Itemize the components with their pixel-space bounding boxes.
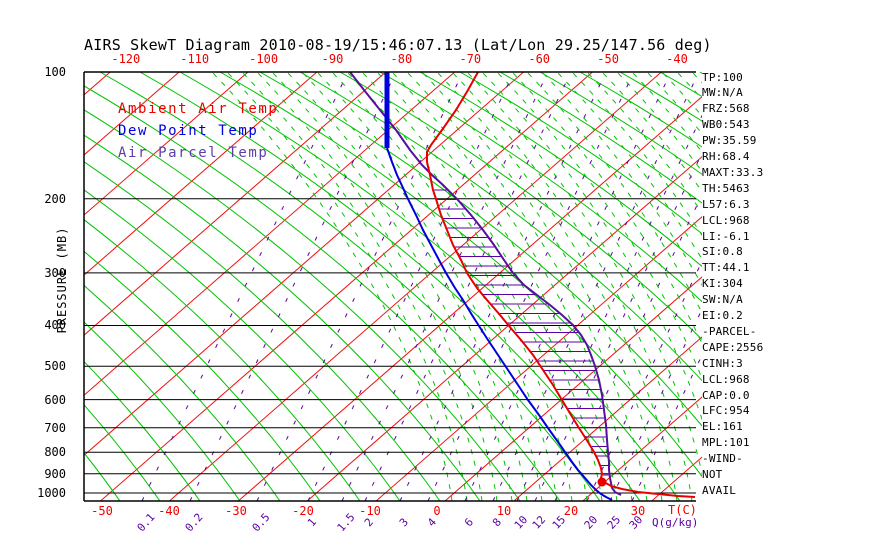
stats-item: KI:304 <box>702 277 743 291</box>
legend-item: Air Parcel Temp <box>118 145 269 161</box>
bottom-temp-tick-label: -30 <box>225 504 247 518</box>
stats-item: LFC:954 <box>702 404 750 418</box>
stats-item: SI:0.8 <box>702 245 743 259</box>
top-temp-tick-label: -60 <box>528 52 551 66</box>
top-temp-tick-label: -40 <box>666 52 688 66</box>
stats-item: RH:68.4 <box>702 150 750 163</box>
stats-item: AVAIL <box>702 483 737 497</box>
stats-item: PW:35.59 <box>702 134 757 148</box>
pressure-tick-label: 700 <box>44 420 66 435</box>
legend-item: Dew Point Temp <box>118 123 259 139</box>
stats-item: CAP:0.0 <box>702 388 750 402</box>
page-title: AIRS SkewT Diagram 2010-08-19/15:46:07.1… <box>84 36 712 54</box>
stats-item: L57:6.3 <box>702 197 750 211</box>
stats-item: MPL:101 <box>702 436 750 450</box>
stats-item: TT:44.1 <box>702 261 750 275</box>
bottom-temp-tick-label: -40 <box>158 504 180 518</box>
stats-item: FRZ:568 <box>702 102 750 116</box>
top-temp-tick-label: -120 <box>111 52 141 66</box>
mixing-unit-label: Q(g/kg) <box>652 516 699 529</box>
stats-item: -PARCEL- <box>702 324 757 338</box>
pressure-tick-label: 800 <box>44 445 66 460</box>
pressure-tick-label: 600 <box>44 392 66 407</box>
pressure-axis-label: PRESSURE (MB) <box>55 226 69 334</box>
top-temp-tick-label: -100 <box>249 52 279 66</box>
pressure-tick-label: 400 <box>44 318 66 333</box>
top-temp-tick-label: -50 <box>597 52 619 66</box>
pressure-tick-label: 100 <box>44 65 66 79</box>
pressure-tick-label: 200 <box>44 191 66 206</box>
top-temp-tick-label: -90 <box>321 52 344 66</box>
stats-item: WB0:543 <box>702 118 750 132</box>
top-temp-tick-label: -80 <box>390 52 413 66</box>
bottom-temp-tick-label: -20 <box>292 504 314 518</box>
bottom-temp-tick-label: 10 <box>496 504 512 518</box>
pressure-tick-label: 1000 <box>37 486 66 500</box>
stats-item: NOT <box>702 468 723 481</box>
stats-item: CAPE:2556 <box>702 340 764 354</box>
bottom-temp-tick-label: 0 <box>433 504 441 518</box>
stats-item: SW:N/A <box>702 293 743 307</box>
stats-item: MW:N/A <box>702 86 743 100</box>
top-temp-tick-label: -70 <box>459 52 482 66</box>
stats-item: EI:0.2 <box>702 309 743 322</box>
bottom-temp-tick-label: 30 <box>630 504 646 518</box>
stats-item: -WIND- <box>702 452 743 466</box>
stats-item: LCL:968 <box>702 213 750 227</box>
bottom-temp-tick-label: -10 <box>359 504 381 518</box>
stats-item: TH:5463 <box>702 181 750 195</box>
top-temp-tick-label: -110 <box>180 52 210 66</box>
stats-item: TP:100 <box>702 70 743 84</box>
temp-unit-label: T(C) <box>668 503 697 517</box>
stats-item: MAXT:33.3 <box>702 165 764 179</box>
pressure-tick-label: 300 <box>44 265 66 280</box>
bottom-temp-tick-label: -50 <box>91 504 113 518</box>
stats-item: LI:-6.1 <box>702 229 750 243</box>
pressure-tick-label: 900 <box>44 466 66 481</box>
stats-item: EL:161 <box>702 420 743 434</box>
stats-item: LCL:968 <box>702 372 750 386</box>
legend-item: Ambient Air Temp <box>118 101 279 117</box>
pressure-tick-label: 500 <box>44 359 66 374</box>
stats-item: CINH:3 <box>702 356 743 370</box>
bottom-temp-tick-label: 20 <box>563 504 579 518</box>
